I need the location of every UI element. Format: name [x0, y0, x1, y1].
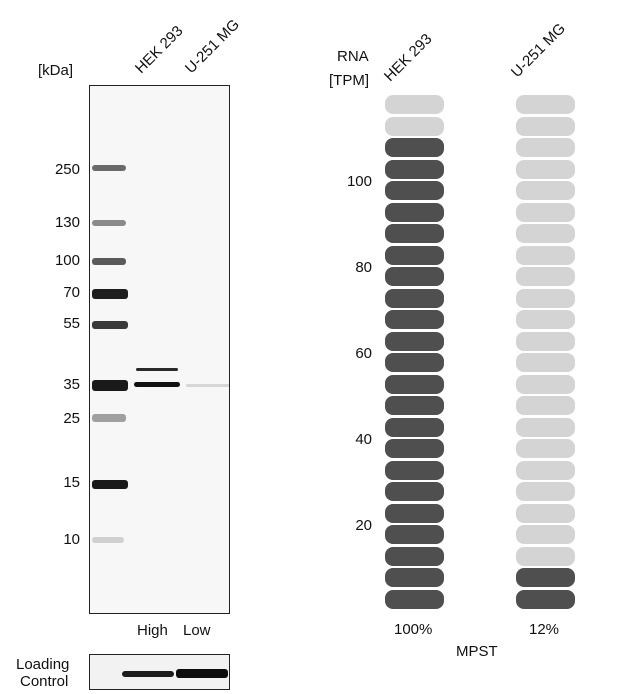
ladder-band-250: [92, 165, 126, 171]
rna-pill-empty: [516, 503, 575, 523]
rna-pill-filled: [385, 482, 444, 501]
lane-label-u251mg: U-251 MG: [181, 16, 243, 77]
rna-column-u251mg: [516, 0, 575, 610]
rna-pill-empty: [516, 396, 575, 415]
hek293-band-lower: [134, 382, 180, 387]
u251mg-band: [186, 384, 229, 387]
marker-label-130: 130: [54, 214, 80, 231]
rna-header-line1: RNA: [337, 48, 369, 65]
rna-percent-hek293: 100%: [394, 621, 433, 638]
rna-pill-empty: [516, 116, 575, 136]
rna-pill-filled: [385, 331, 444, 351]
rna-pill-empty: [516, 202, 575, 222]
ladder-band-70: [92, 289, 128, 299]
loading-control-label-line1: Loading: [16, 656, 70, 673]
ladder-band-10: [92, 537, 124, 543]
loading-control-band-hek293: [122, 671, 174, 677]
rna-pill-empty: [516, 181, 575, 200]
rna-pill-empty: [516, 460, 575, 480]
rna-pill-empty: [516, 331, 575, 351]
ladder-band-130: [92, 220, 126, 226]
rna-pill-empty: [385, 116, 444, 136]
lane-level-low: Low: [183, 622, 211, 639]
rna-pill-empty: [516, 417, 575, 437]
rna-pill-filled: [385, 396, 444, 415]
rna-pill-empty: [516, 546, 575, 566]
kda-unit-label: [kDa]: [38, 62, 74, 79]
ladder-band-35: [92, 380, 128, 391]
rna-pill-empty: [385, 95, 444, 114]
rna-axis-tick-60: 60: [355, 345, 372, 362]
rna-pill-empty: [516, 138, 575, 157]
rna-pill-empty: [516, 267, 575, 286]
rna-pill-filled: [385, 589, 444, 609]
rna-pill-filled: [385, 460, 444, 480]
marker-label-250: 250: [54, 161, 80, 178]
rna-pill-empty: [516, 525, 575, 544]
rna-pill-empty: [516, 224, 575, 243]
rna-pill-filled: [385, 568, 444, 587]
rna-pill-filled: [385, 546, 444, 566]
rna-column-hek293: [385, 0, 444, 610]
lane-level-high: High: [137, 622, 168, 639]
rna-pill-empty: [516, 288, 575, 308]
marker-label-10: 10: [63, 531, 80, 548]
rna-pill-empty: [516, 310, 575, 329]
rna-pill-filled: [385, 159, 444, 179]
marker-label-35: 35: [63, 376, 80, 393]
marker-label-55: 55: [63, 315, 80, 332]
rna-pill-empty: [516, 374, 575, 394]
rna-pill-empty: [516, 439, 575, 458]
loading-control-band-u251mg: [176, 669, 228, 678]
marker-labels: 250 130 100 70 55 35 25 15 10: [30, 0, 80, 600]
rna-pill-empty: [516, 482, 575, 501]
ladder-band-55: [92, 321, 128, 329]
blot-membrane: [89, 85, 230, 614]
rna-axis-tick-20: 20: [355, 517, 372, 534]
rna-pill-filled: [385, 138, 444, 157]
rna-axis-tick-80: 80: [355, 259, 372, 276]
rna-pill-filled: [385, 353, 444, 372]
rna-pill-filled: [385, 439, 444, 458]
ladder-band-100: [92, 258, 126, 265]
rna-axis-tick-40: 40: [355, 431, 372, 448]
rna-axis-tick-100: 100: [346, 173, 372, 190]
rna-axis: 100 80 60 40 20: [320, 0, 372, 600]
rna-pill-filled: [385, 181, 444, 200]
gene-name: MPST: [456, 643, 498, 660]
rna-pill-filled: [385, 288, 444, 308]
marker-label-70: 70: [63, 284, 80, 301]
rna-pill-filled: [385, 374, 444, 394]
rna-pill-filled: [385, 310, 444, 329]
marker-label-15: 15: [63, 474, 80, 491]
rna-pill-filled: [385, 202, 444, 222]
marker-label-25: 25: [63, 410, 80, 427]
rna-pill-empty: [516, 95, 575, 114]
rna-pill-empty: [516, 353, 575, 372]
lane-label-hek293: HEK 293: [131, 22, 187, 78]
loading-control-label-line2: Control: [20, 673, 69, 690]
rna-pill-filled: [385, 525, 444, 544]
rna-pill-filled: [516, 589, 575, 609]
loading-control-membrane: [89, 654, 230, 690]
ladder-band-15: [92, 480, 128, 489]
rna-pill-filled: [385, 224, 444, 243]
rna-pill-empty: [516, 245, 575, 265]
rna-pill-filled: [516, 568, 575, 587]
ladder-band-25: [92, 414, 126, 422]
marker-label-100: 100: [54, 252, 80, 269]
rna-pill-filled: [385, 417, 444, 437]
hek293-band-upper: [136, 368, 178, 371]
rna-pill-empty: [516, 159, 575, 179]
rna-pill-filled: [385, 245, 444, 265]
rna-pill-filled: [385, 503, 444, 523]
rna-percent-u251mg: 12%: [529, 621, 560, 638]
rna-pill-filled: [385, 267, 444, 286]
rna-header-line2: [TPM]: [329, 72, 369, 89]
